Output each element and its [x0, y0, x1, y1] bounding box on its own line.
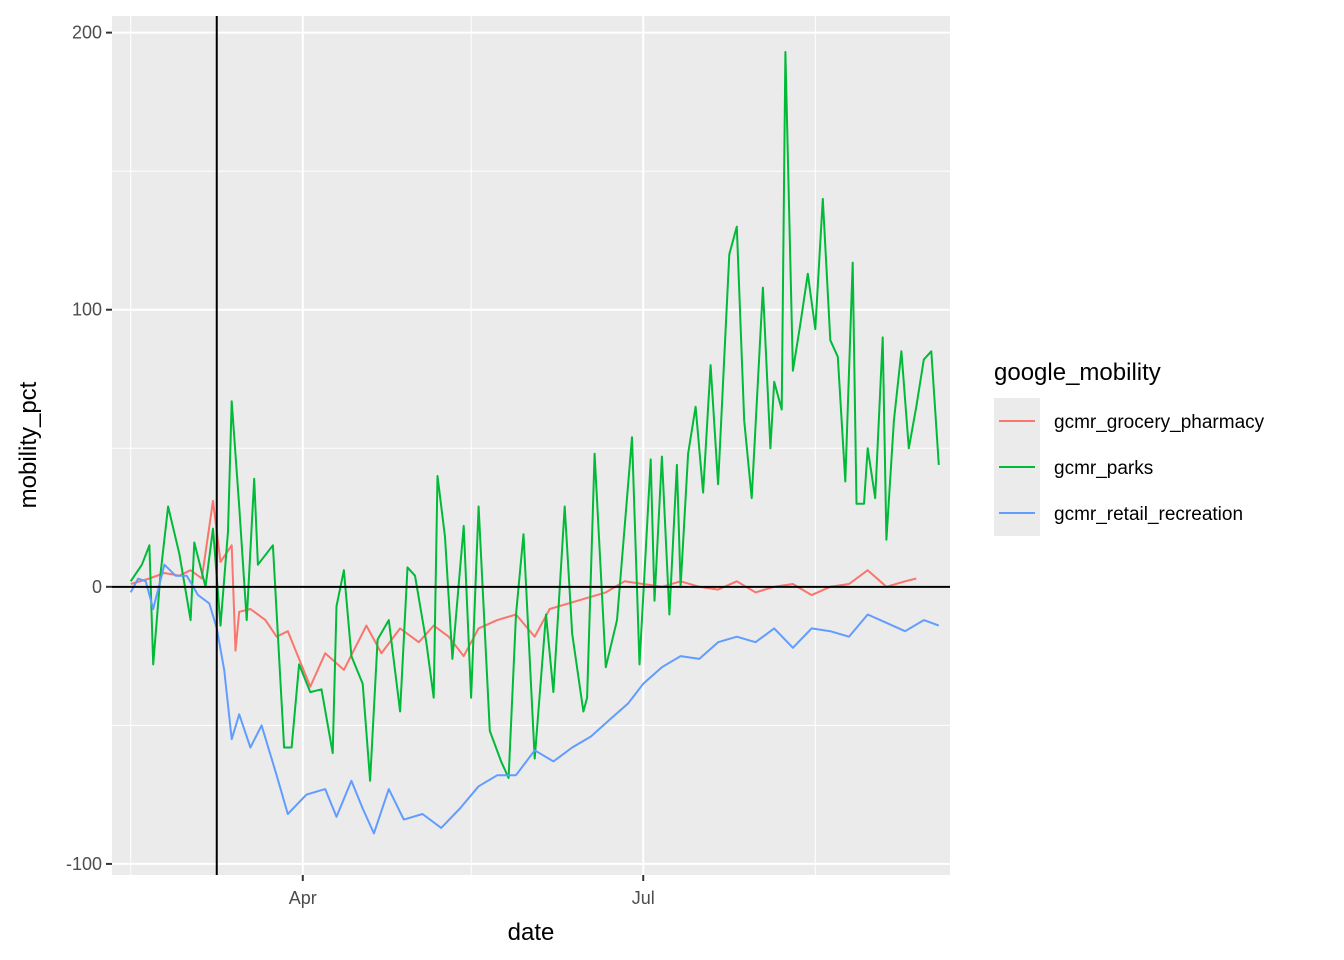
x-tick-label: Apr	[289, 888, 317, 908]
legend: google_mobility gcmr_grocery_pharmacygcm…	[994, 359, 1265, 536]
y-axis-title: mobility_pct	[15, 381, 42, 508]
series-line-gcmr_parks	[129, 51, 940, 782]
minor-gridlines	[112, 16, 950, 875]
legend-label: gcmr_grocery_pharmacy	[1054, 412, 1265, 433]
y-tick-label: -100	[66, 854, 102, 874]
series-line-gcmr_retail_recreation	[129, 563, 940, 835]
legend-title: google_mobility	[994, 359, 1161, 386]
y-tick-label: 0	[92, 577, 102, 597]
legend-label: gcmr_retail_recreation	[1054, 504, 1243, 525]
legend-items: gcmr_grocery_pharmacy gcmr_parks gcmr_reta…	[994, 398, 1265, 536]
y-tick-label: 200	[72, 23, 102, 43]
x-axis-title: date	[508, 919, 555, 946]
y-axis: -100 0 100 200	[66, 23, 112, 874]
legend-label: gcmr_parks	[1054, 458, 1153, 479]
x-tick-label: Jul	[632, 888, 655, 908]
x-axis: Apr Jul	[289, 875, 655, 908]
y-tick-label: 100	[72, 300, 102, 320]
reference-lines	[112, 16, 950, 875]
major-gridlines	[112, 16, 950, 875]
panel-background	[112, 16, 950, 875]
